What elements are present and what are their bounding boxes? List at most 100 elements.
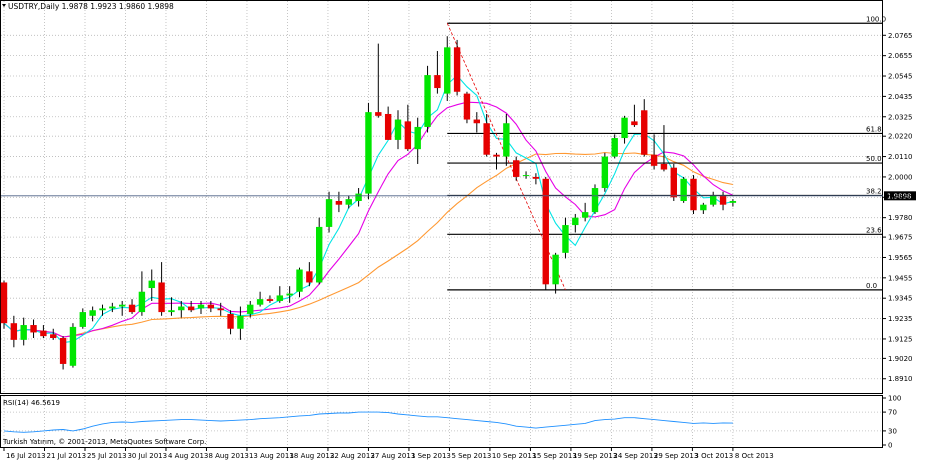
candle-body xyxy=(50,334,57,339)
fib-label: 100.0 xyxy=(866,15,886,23)
candle-body xyxy=(690,178,697,211)
candle-body xyxy=(384,113,392,140)
fib-label: 61.8 xyxy=(866,125,882,133)
price-label: 1.9780 xyxy=(888,214,913,222)
candle-body xyxy=(138,291,146,313)
rsi-tick-label: 100 xyxy=(888,395,901,403)
candle-body xyxy=(69,326,77,366)
rsi-tick-label: 70 xyxy=(888,409,897,417)
time-axis: 16 Jul 2013 21 Jul 2013 25 Jul 2013 30 Jul … xyxy=(3,448,774,460)
fib-label: 23.6 xyxy=(866,226,882,234)
ma-mid-line xyxy=(3,101,734,338)
time-label: 3 Oct 2013 xyxy=(694,452,733,460)
price-label: 2.0220 xyxy=(888,133,913,141)
candle-body xyxy=(729,201,737,203)
rsi-tick-label: 30 xyxy=(888,427,897,435)
price-label: 1.9675 xyxy=(888,234,913,242)
time-label: 22 Aug 2013 xyxy=(330,452,375,460)
candle-body xyxy=(325,199,333,227)
candle-body xyxy=(345,199,352,205)
time-label: 8 Oct 2013 xyxy=(735,452,774,460)
candle-body xyxy=(227,313,234,329)
candle-body xyxy=(611,138,618,157)
candle-body xyxy=(503,123,510,157)
price-label: 2.0545 xyxy=(888,73,913,81)
time-label: 30 Jul 2013 xyxy=(127,452,167,460)
candle-body xyxy=(444,47,451,94)
candle-body xyxy=(0,282,8,324)
candle-body xyxy=(20,325,27,340)
rsi-tick-label: 0 xyxy=(888,442,892,450)
candle-body xyxy=(394,119,402,140)
candle-body xyxy=(552,254,559,285)
time-label: 15 Sep 2013 xyxy=(532,452,576,460)
price-label: 2.0435 xyxy=(888,93,913,101)
candle-body xyxy=(719,195,727,205)
price-label: 2.0765 xyxy=(888,32,913,40)
candle-body xyxy=(10,323,18,340)
candle-body xyxy=(650,154,658,166)
candle-body xyxy=(237,315,244,329)
candle-body xyxy=(335,201,343,205)
candle-body xyxy=(562,225,569,253)
fib-label: 50.0 xyxy=(866,155,882,163)
candle-body xyxy=(365,112,372,194)
price-label: 1.9125 xyxy=(888,335,913,343)
candle-body xyxy=(128,304,136,313)
time-label: 16 Jul 2013 xyxy=(6,452,46,460)
ma-slow-line xyxy=(3,151,734,338)
time-label: 13 Aug 2013 xyxy=(249,452,294,460)
price-label: 1.8910 xyxy=(888,375,913,383)
time-label: 4 Aug 2013 xyxy=(168,452,208,460)
time-label: 1 Sep 2013 xyxy=(411,452,451,460)
price-axis: 2.0765 2.0655 2.0545 2.0435 2.0325 2.0220 2.01… xyxy=(883,32,913,383)
candle-body xyxy=(572,217,579,226)
price-label: 2.0325 xyxy=(888,113,913,121)
candle-body xyxy=(542,178,549,285)
candle-body xyxy=(256,299,264,305)
candle-body xyxy=(424,75,431,127)
price-label: 2.0655 xyxy=(888,52,913,60)
candle-body xyxy=(158,282,165,313)
price-label: 1.9890 xyxy=(888,194,913,202)
time-label: 27 Aug 2013 xyxy=(370,452,415,460)
candle-body xyxy=(434,75,441,89)
time-label: 21 Jul 2013 xyxy=(46,452,86,460)
candle-body xyxy=(296,269,303,292)
candle-body xyxy=(522,175,530,177)
candle-body xyxy=(316,226,323,283)
price-label: 2.0000 xyxy=(888,173,913,181)
candle-body xyxy=(581,212,589,218)
time-label: 18 Aug 2013 xyxy=(289,452,334,460)
fib-label: 38.2 xyxy=(866,187,882,195)
candle-body xyxy=(306,271,313,283)
candle-body xyxy=(247,304,254,314)
candle-body xyxy=(197,304,205,309)
candle-body xyxy=(463,93,471,120)
candle-body xyxy=(217,308,224,311)
candle-body xyxy=(710,195,717,205)
price-label: 1.9455 xyxy=(888,274,913,282)
price-label: 1.9235 xyxy=(888,315,913,323)
fibonacci-levels: 100.0 61.8 50.0 38.2 23.6 0.0 xyxy=(446,15,886,291)
candle-body xyxy=(513,160,520,177)
chart-title: USDTRY,Daily 1.9878 1.9923 1.9860 1.9898 xyxy=(8,2,174,11)
last-price-label: 1.9898 xyxy=(887,192,912,200)
candle-body xyxy=(59,338,67,364)
candle-body xyxy=(621,117,628,139)
candle-body xyxy=(109,306,116,309)
candle-body xyxy=(30,325,37,333)
candle-body xyxy=(680,178,687,201)
candle-body xyxy=(99,308,106,311)
candlesticks: 1.9898 xyxy=(0,36,916,370)
title-arrow-icon xyxy=(2,4,6,7)
candle-body xyxy=(375,112,382,116)
candle-body xyxy=(148,280,155,289)
price-label: 1.9345 xyxy=(888,295,913,303)
candle-body xyxy=(355,193,362,201)
candle-body xyxy=(453,47,461,92)
time-label: 24 Sep 2013 xyxy=(613,452,657,460)
candle-body xyxy=(79,312,86,327)
time-label: 5 Sep 2013 xyxy=(451,452,491,460)
